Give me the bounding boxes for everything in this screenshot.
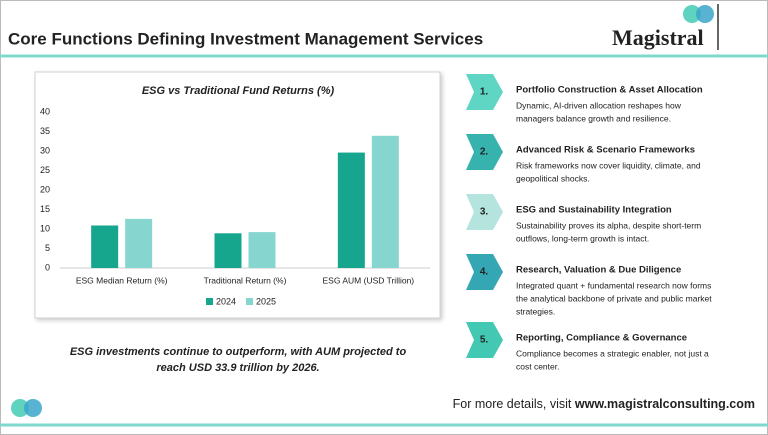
legend-label: 2025: [256, 296, 276, 306]
item-title: Portfolio Construction & Asset Allocatio…: [516, 85, 703, 96]
bar: [337, 152, 365, 268]
item-desc: the analytical backbone of private and p…: [516, 293, 712, 303]
item-list: 1. Portfolio Construction & Asset Allocat…: [466, 74, 712, 371]
item-chevron: [466, 134, 503, 170]
y-tick-label: 5: [45, 243, 50, 253]
logo-dot: [683, 5, 701, 23]
item-desc: Integrated quant + fundamental research …: [516, 280, 711, 290]
y-tick-label: 35: [40, 126, 50, 136]
item-title: Research, Valuation & Due Diligence: [516, 265, 681, 276]
y-tick-label: 0: [45, 262, 50, 272]
item-desc: Compliance becomes a strategic enabler, …: [516, 348, 709, 358]
item-number: 4.: [480, 267, 489, 278]
item-number: 5.: [480, 335, 489, 346]
legend-swatch: [206, 298, 213, 305]
item-chevron: [466, 74, 503, 110]
footer-prefix: For more details, visit: [453, 397, 572, 411]
y-tick-label: 20: [40, 184, 50, 194]
x-tick-label: ESG Median Return (%): [76, 275, 168, 285]
caption-line: ESG investments continue to outperform, …: [70, 346, 407, 358]
item-title: Advanced Risk & Scenario Frameworks: [516, 145, 695, 156]
item-title: Reporting, Compliance & Governance: [516, 333, 687, 344]
item-desc: Risk frameworks now cover liquidity, cli…: [516, 160, 701, 170]
footer: For more details, visit www.magistralcon…: [453, 397, 755, 411]
item-desc: managers balance growth and resilience.: [516, 113, 671, 123]
deco-dot: [24, 399, 42, 417]
item-number: 2.: [480, 147, 489, 158]
page-title: Core Functions Defining Investment Manag…: [8, 29, 483, 48]
bar: [125, 218, 153, 268]
item-number: 1.: [480, 87, 489, 98]
item-desc: Dynamic, AI-driven allocation reshapes h…: [516, 100, 682, 110]
chart-title: ESG vs Traditional Fund Returns (%): [142, 85, 335, 97]
item-desc: geopolitical shocks.: [516, 173, 590, 183]
caption-line: reach USD 33.9 trillion by 2026.: [156, 362, 319, 374]
item-number: 3.: [480, 207, 489, 218]
y-tick-label: 15: [40, 204, 50, 214]
item-chevron: [466, 254, 503, 290]
footer-url: www.magistralconsulting.com: [574, 397, 755, 411]
y-tick-label: 30: [40, 145, 50, 155]
bar: [371, 135, 399, 268]
item-desc: cost center.: [516, 361, 559, 371]
item-chevron: [466, 322, 503, 358]
logo-dot: [696, 5, 714, 23]
x-tick-label: ESG AUM (USD Trillion): [323, 275, 415, 285]
bar: [91, 225, 119, 268]
y-tick-label: 40: [40, 106, 50, 116]
y-tick-label: 25: [40, 165, 50, 175]
item-title: ESG and Sustainability Integration: [516, 205, 672, 216]
bar: [214, 233, 242, 268]
logo-text: Magistral: [612, 25, 704, 50]
legend-swatch: [246, 298, 253, 305]
legend-label: 2024: [216, 296, 236, 306]
x-tick-label: Traditional Return (%): [204, 275, 287, 285]
item-desc: Sustainability proves its alpha, despite…: [516, 220, 701, 230]
y-tick-label: 10: [40, 223, 50, 233]
deco-dot: [11, 399, 29, 417]
bar: [248, 232, 276, 268]
item-chevron: [466, 194, 503, 230]
item-desc: outflows, long-term growth is intact.: [516, 233, 649, 243]
item-desc: strategies.: [516, 306, 555, 316]
